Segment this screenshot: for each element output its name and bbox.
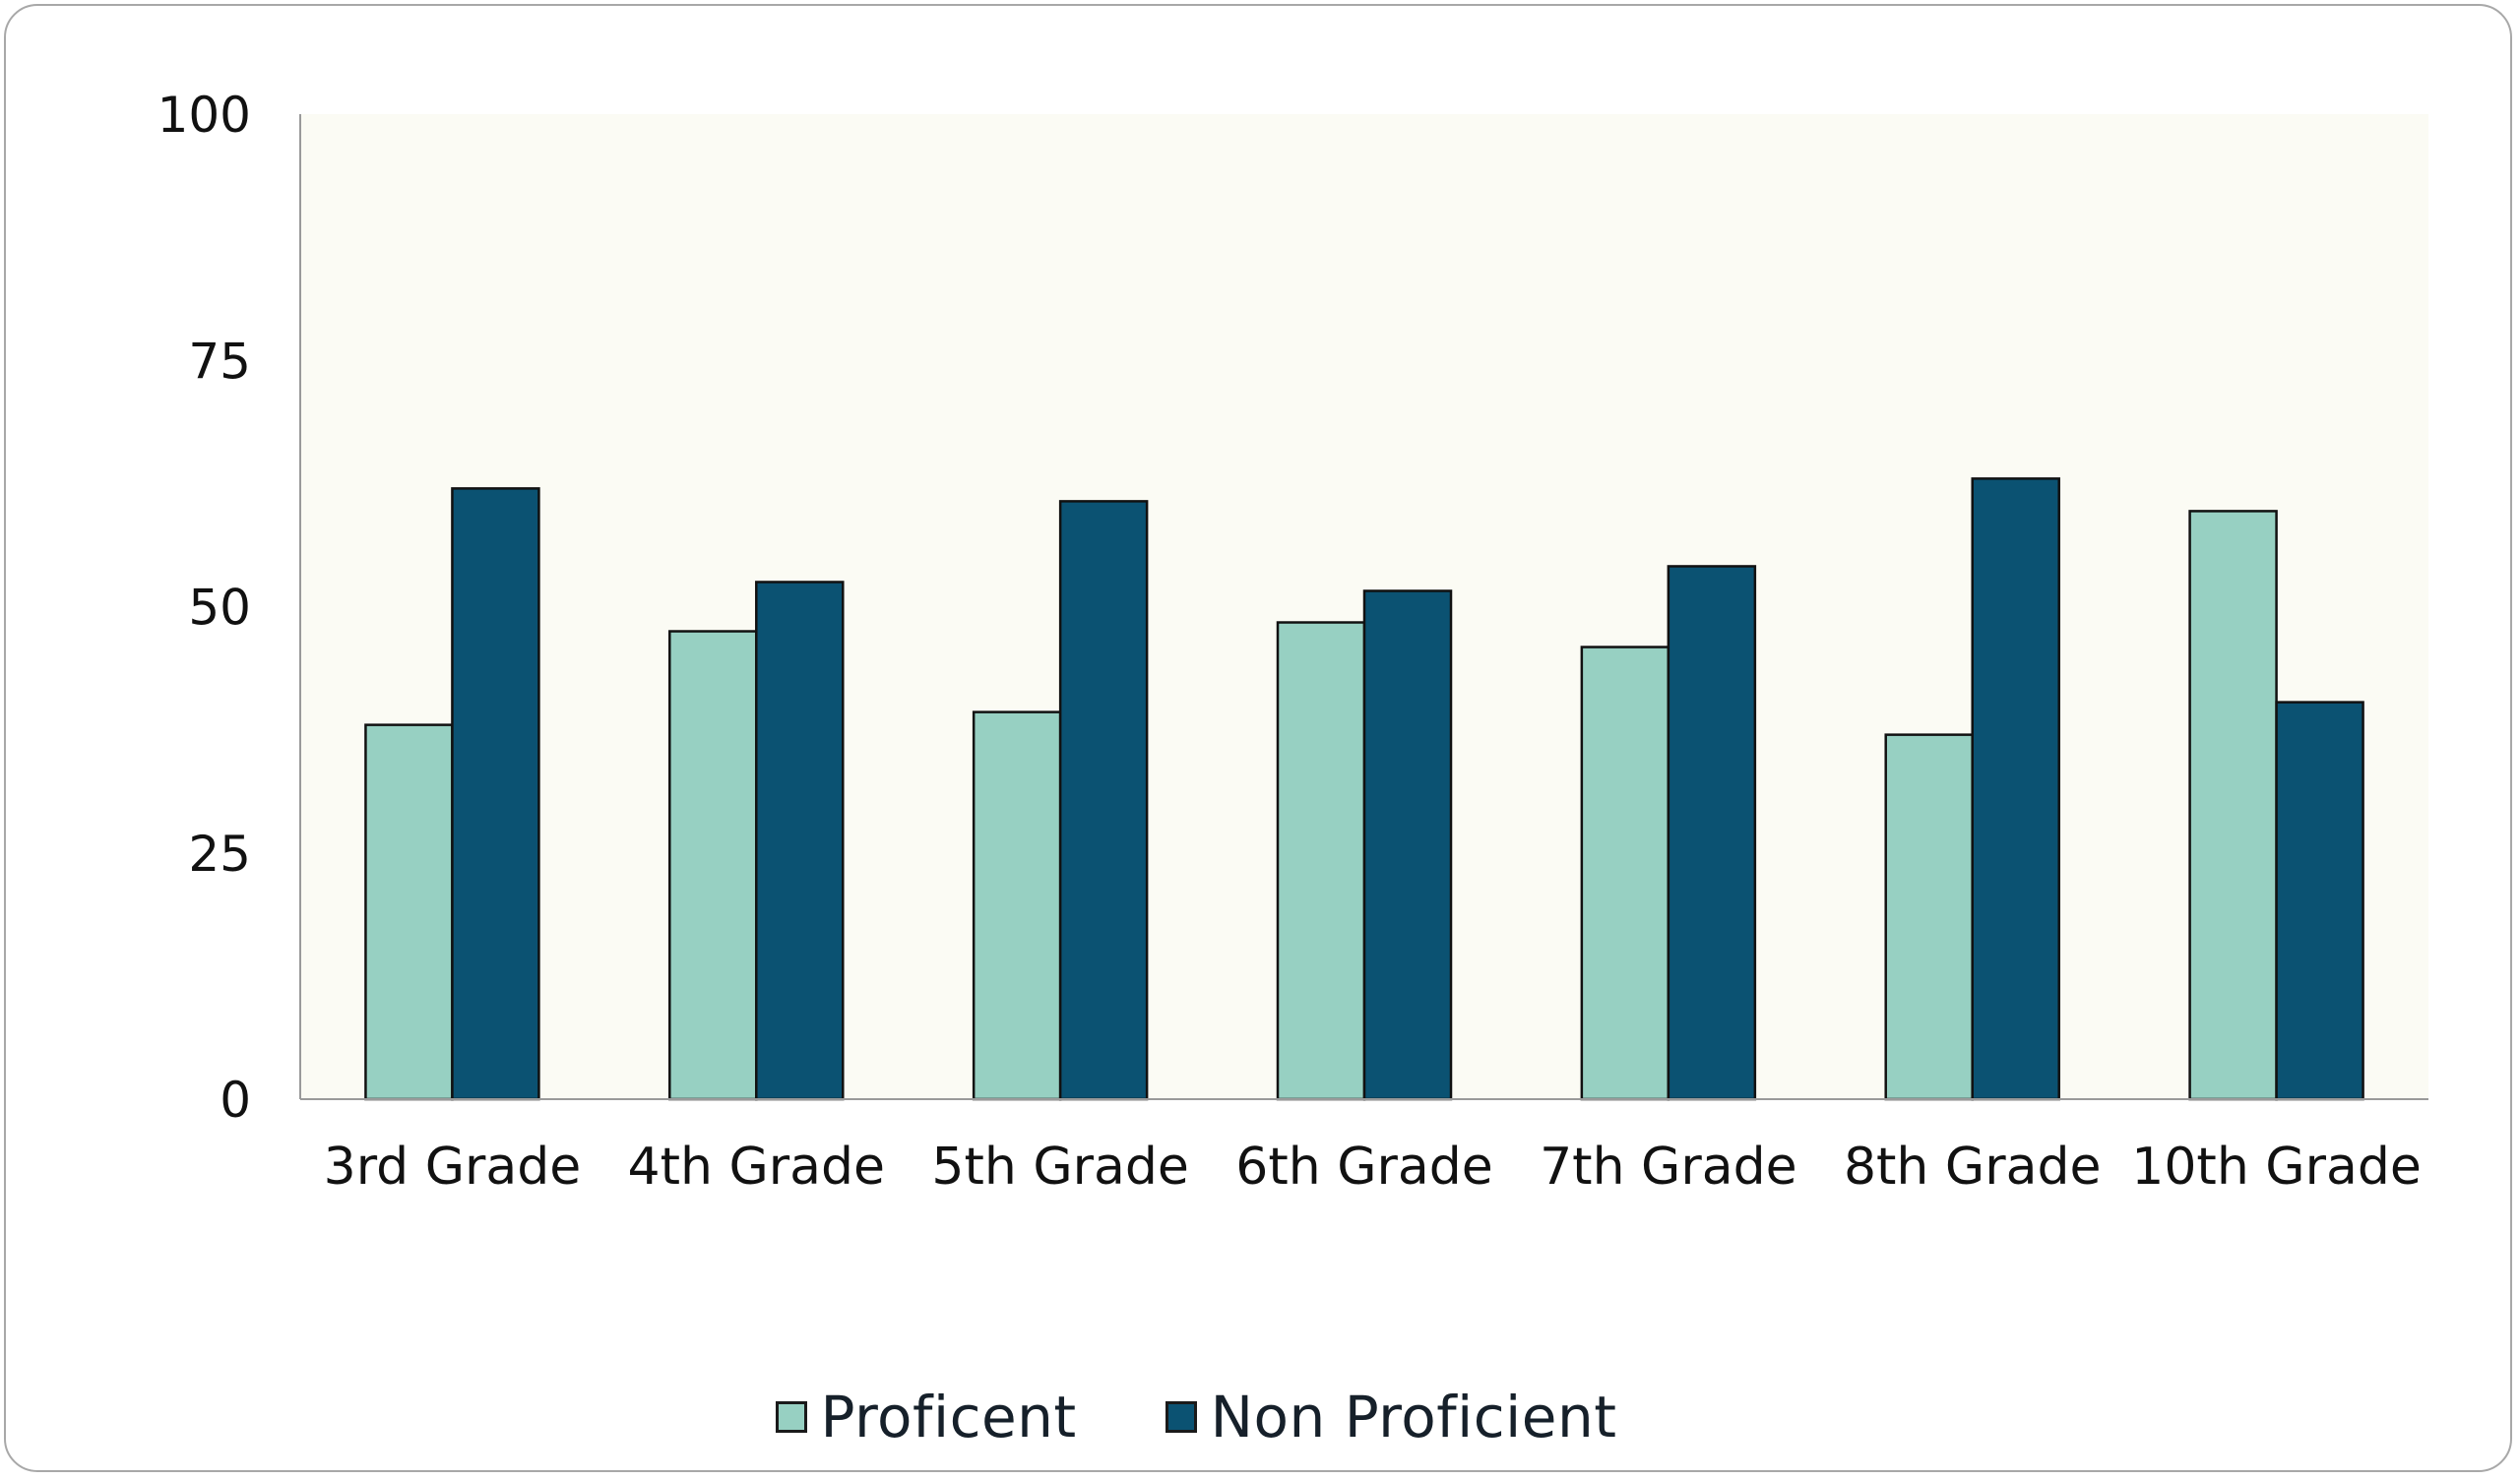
legend-swatch-proficient <box>775 1401 807 1433</box>
x-tick-label: 3rd Grade <box>324 1138 582 1197</box>
bar-proficient <box>668 630 758 1101</box>
legend-item-proficient: Proficent <box>775 1384 1077 1450</box>
bar-proficient <box>364 723 454 1101</box>
bar-non-proficient <box>1362 589 1453 1101</box>
bar-proficient <box>1580 646 1670 1101</box>
bar-non-proficient <box>1058 500 1149 1101</box>
bar-non-proficient <box>1971 477 2060 1101</box>
bar-proficient <box>1884 733 1974 1101</box>
y-tick-label: 75 <box>188 333 251 390</box>
y-tick-label: 100 <box>158 87 251 144</box>
bar-non-proficient <box>755 581 845 1101</box>
y-tick-label: 0 <box>220 1072 251 1129</box>
bar-proficient <box>2188 510 2278 1101</box>
x-tick-label: 7th Grade <box>1540 1138 1797 1197</box>
legend-label-non-proficient: Non Proficient <box>1210 1384 1617 1450</box>
x-tick-label: 5th Grade <box>931 1138 1189 1197</box>
bars <box>364 477 2364 1101</box>
x-tick-label: 10th Grade <box>2131 1138 2422 1197</box>
x-tick-label: 8th Grade <box>1844 1138 2102 1197</box>
x-axis-labels: 3rd Grade 4th Grade 5th Grade 6th Grade 7th … <box>324 1138 2422 1197</box>
legend-item-non-proficient: Non Proficient <box>1165 1384 1617 1450</box>
y-tick-label: 25 <box>188 826 251 883</box>
bar-proficient <box>1276 621 1366 1101</box>
x-tick-label: 6th Grade <box>1235 1138 1493 1197</box>
bar-proficient <box>972 710 1062 1101</box>
x-tick-label: 4th Grade <box>628 1138 886 1197</box>
legend: Proficent Non Proficient <box>0 1383 2520 1451</box>
bar-non-proficient <box>1667 565 1757 1101</box>
legend-label-proficient: Proficent <box>820 1384 1077 1450</box>
bar-non-proficient <box>451 487 540 1101</box>
legend-swatch-non-proficient <box>1165 1401 1197 1433</box>
y-axis-ticks: 0 25 50 75 100 <box>158 87 251 1129</box>
y-tick-label: 50 <box>188 580 251 637</box>
bar-non-proficient <box>2275 701 2364 1101</box>
